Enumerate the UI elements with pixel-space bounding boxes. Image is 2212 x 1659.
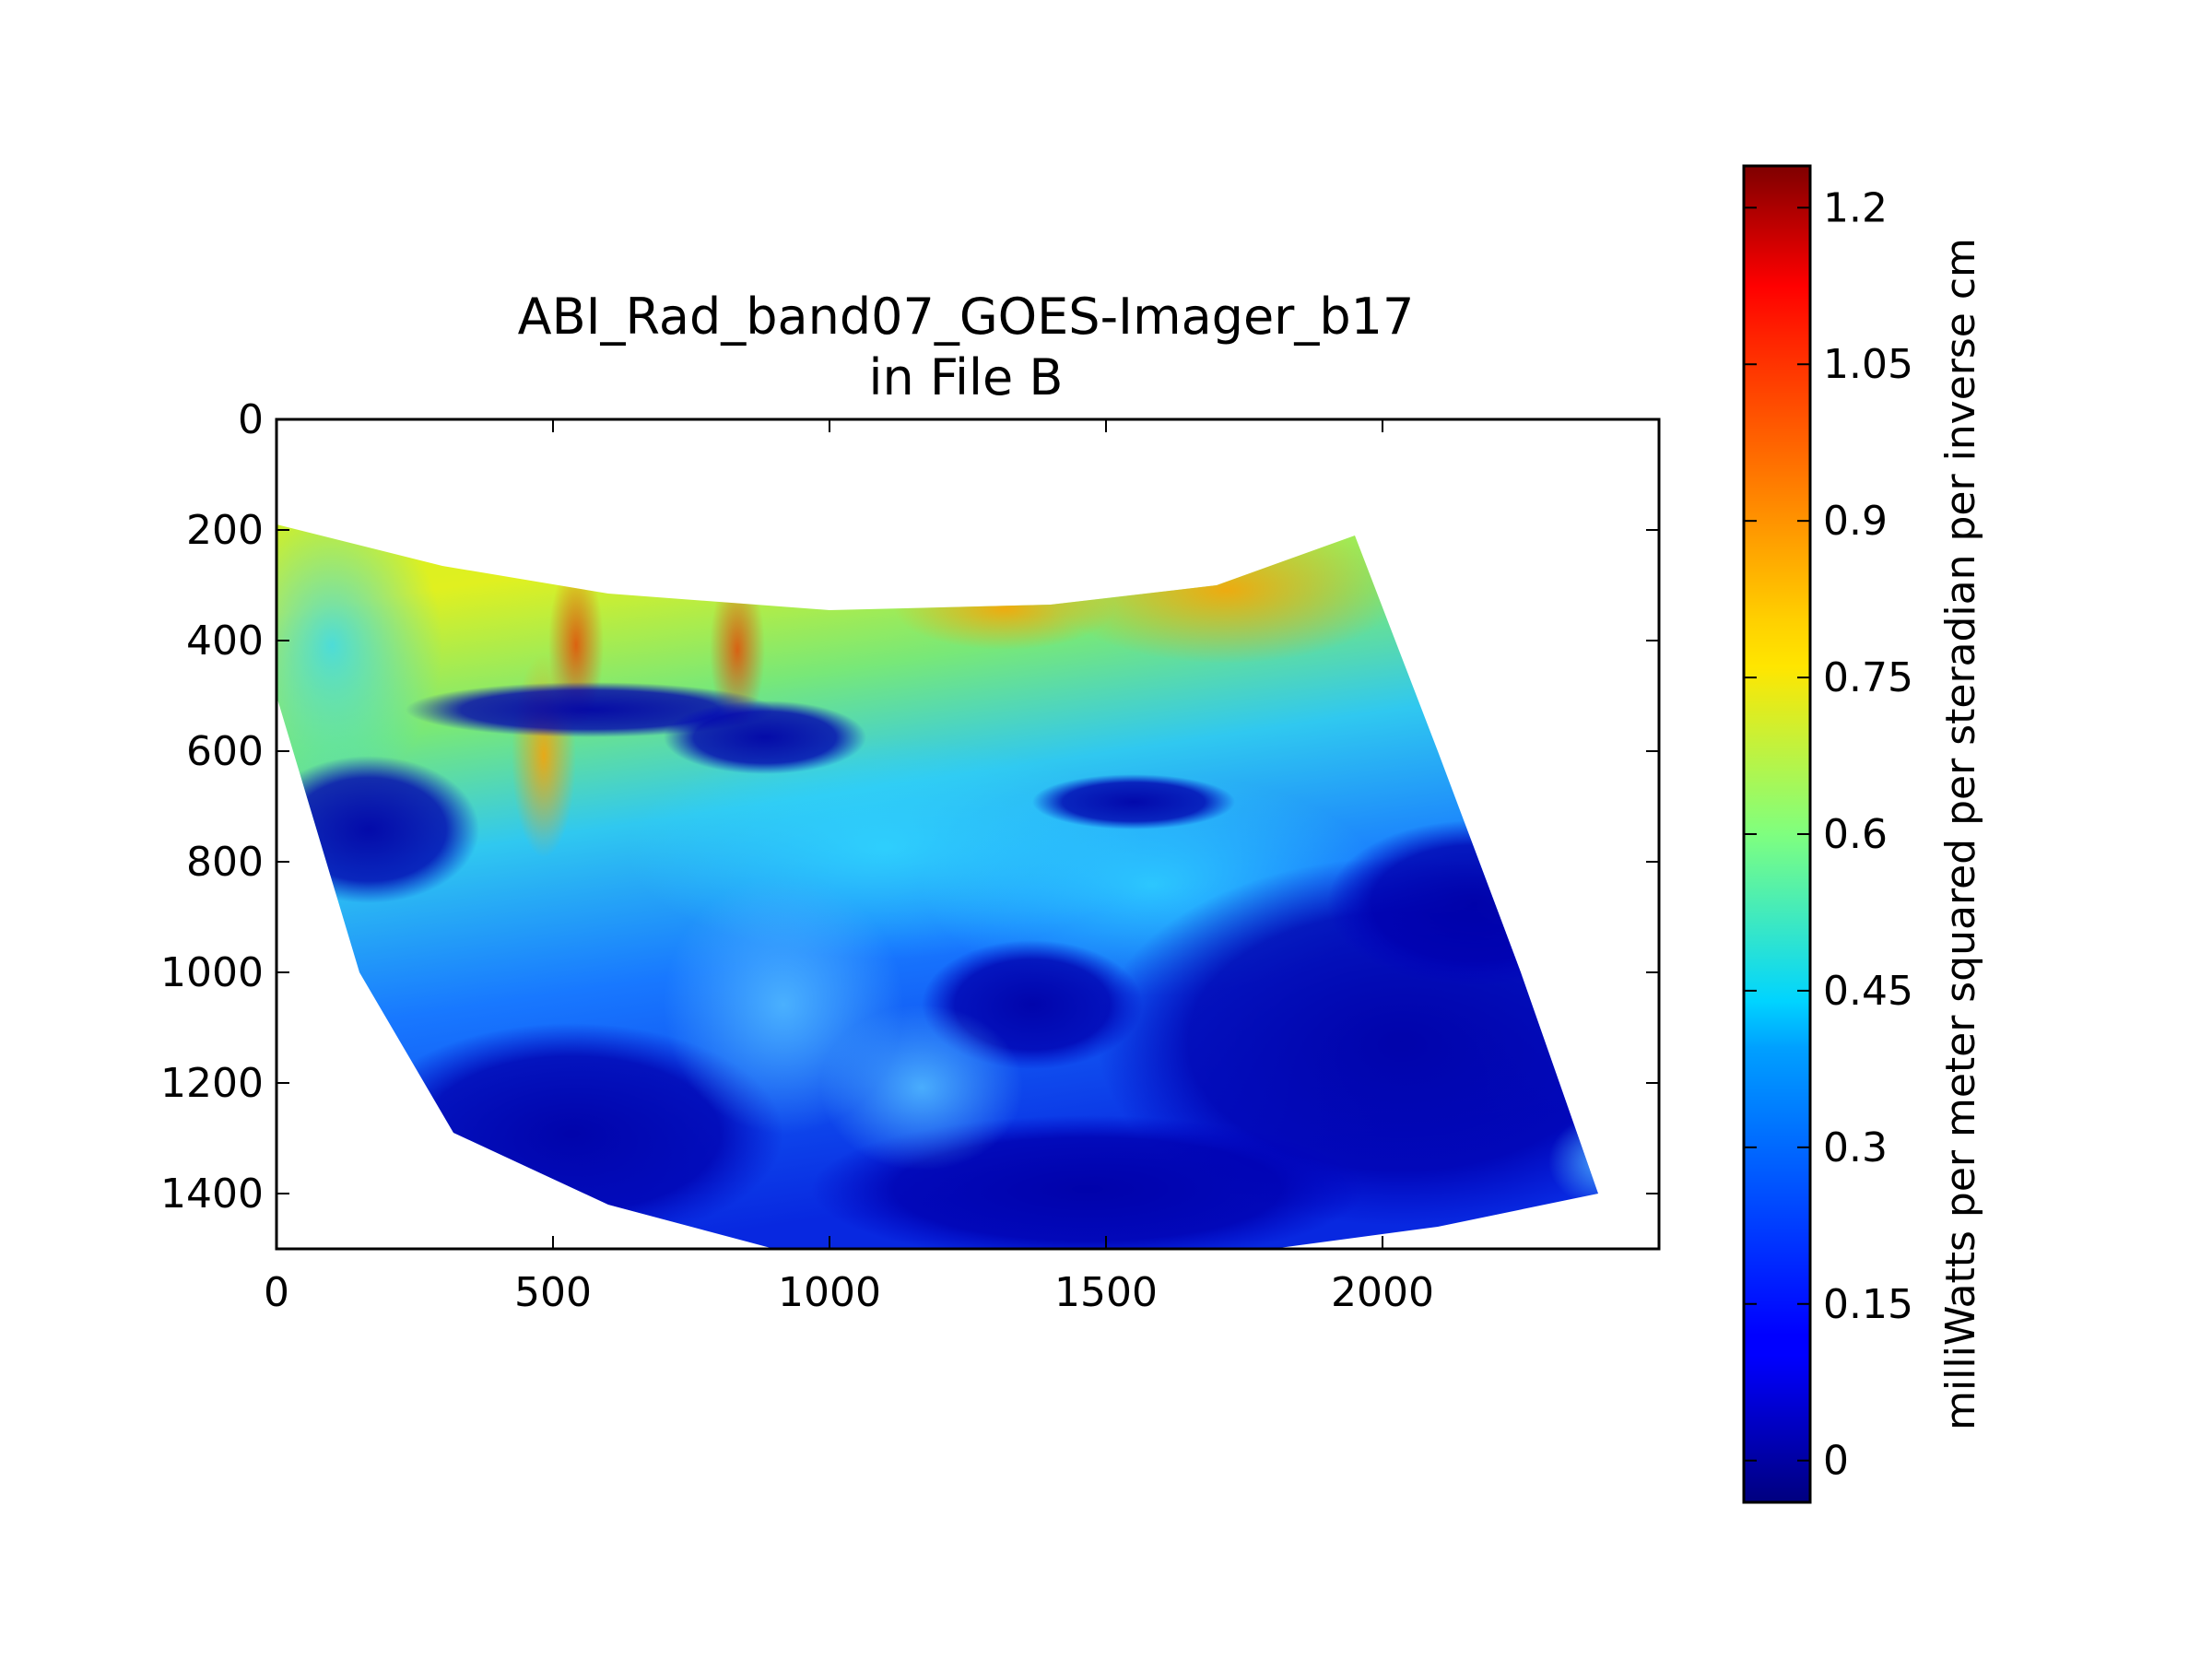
colorbar: 0 0.15 0.3 0.45 0.6 0.75 0.9 1.05 1.2 milliWatts… (1742, 164, 1984, 1504)
y-tick-label: 200 (186, 507, 264, 554)
colorbar-tick-label: 1.2 (1823, 184, 1888, 231)
x-tick-label: 1500 (1054, 1269, 1158, 1316)
colorbar-tick-label: 0.6 (1823, 811, 1888, 858)
colorbar-label: milliWatts per meter squared per steradi… (1937, 238, 1984, 1430)
colorbar-tick-label: 0 (1823, 1438, 1849, 1485)
hot-plume-east (710, 571, 765, 728)
cloud-band-center (664, 700, 866, 774)
colorbar-tick-label: 0.45 (1823, 968, 1913, 1015)
y-tick-label: 1400 (160, 1171, 264, 1218)
y-tick-label: 1000 (160, 949, 264, 996)
x-tick-label: 500 (514, 1269, 592, 1316)
y-tick-label: 600 (186, 728, 264, 775)
colorbar-tick-label: 0.15 (1823, 1281, 1913, 1328)
pale-region-east (1548, 1115, 1598, 1207)
chart-title-line-1: ABI_Rad_band07_GOES-Imager_b17 (518, 288, 1415, 346)
pale-region-south (820, 1005, 1023, 1171)
plot-area: 0 500 1000 1500 2000 0 200 400 600 800 1000 1200 14… (160, 396, 1661, 1316)
chart-title-line-2: in File B (869, 348, 1064, 406)
y-tick-label: 400 (186, 618, 264, 665)
colorbar-tick-label: 0.75 (1823, 654, 1913, 701)
x-tick-label: 2000 (1331, 1269, 1434, 1316)
y-tick-label: 800 (186, 839, 264, 886)
cloud-band-east (1032, 774, 1235, 830)
y-tick-label: 1200 (160, 1060, 264, 1107)
colorbar-tick-label: 1.05 (1823, 341, 1913, 388)
colorbar-tick-label: 0.9 (1823, 498, 1888, 545)
y-tick-label: 0 (238, 396, 264, 443)
cyan-region-west (276, 524, 442, 793)
x-tick-label: 1000 (778, 1269, 881, 1316)
colorbar-tick-label: 0.3 (1823, 1124, 1888, 1171)
x-axis: 0 500 1000 1500 2000 (264, 419, 1434, 1316)
y-axis: 0 200 400 600 800 1000 1200 1400 (160, 396, 1659, 1218)
colorbar-ticks: 0 0.15 0.3 0.45 0.6 0.75 0.9 1.05 1.2 (1744, 184, 1913, 1485)
x-tick-label: 0 (264, 1269, 289, 1316)
plot-frame (275, 418, 1661, 1251)
